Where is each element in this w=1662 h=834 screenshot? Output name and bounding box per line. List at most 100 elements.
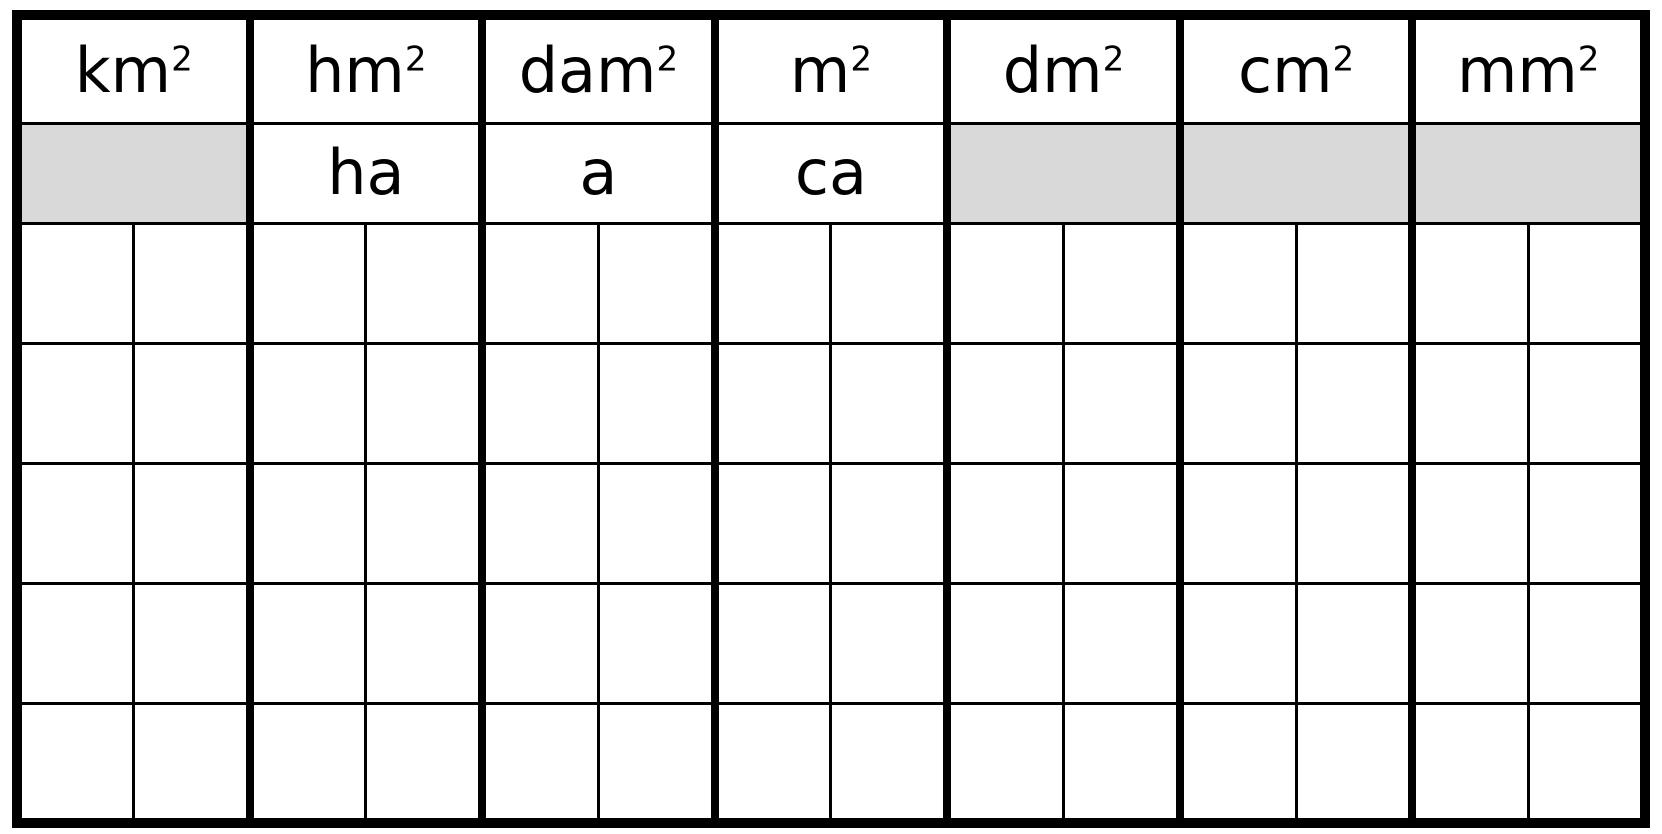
digit-cell[interactable] — [1412, 703, 1528, 823]
unit-base-label: dm — [1003, 34, 1103, 107]
digit-cell[interactable] — [831, 583, 947, 703]
unit-exponent: 2 — [850, 39, 872, 79]
unit-exponent: 2 — [1578, 39, 1600, 79]
unit-exponent: 2 — [1103, 39, 1125, 79]
digit-cell[interactable] — [1412, 343, 1528, 463]
agrarian-label: ca — [795, 136, 867, 209]
digit-cell[interactable] — [1296, 703, 1412, 823]
digit-cell[interactable] — [1529, 703, 1645, 823]
digit-cell[interactable] — [1180, 223, 1296, 343]
digit-cell[interactable] — [250, 343, 366, 463]
digit-cell[interactable] — [482, 463, 598, 583]
digit-cell[interactable] — [831, 343, 947, 463]
digit-cell[interactable] — [1064, 343, 1180, 463]
digit-cell[interactable] — [715, 463, 831, 583]
digit-cell[interactable] — [947, 583, 1063, 703]
unit-header-mm2: mm2 — [1412, 15, 1645, 123]
digit-cell[interactable] — [366, 583, 482, 703]
digit-cell[interactable] — [1064, 583, 1180, 703]
digit-cell[interactable] — [482, 583, 598, 703]
digit-cell[interactable] — [598, 463, 714, 583]
unit-exponent: 2 — [171, 39, 193, 79]
unit-header-hm2: hm2 — [250, 15, 483, 123]
digit-cell[interactable] — [17, 343, 133, 463]
digit-cell[interactable] — [1296, 343, 1412, 463]
digit-cell[interactable] — [17, 223, 133, 343]
digit-cell[interactable] — [1529, 583, 1645, 703]
digit-cell[interactable] — [831, 703, 947, 823]
area-units-table: km2hm2dam2m2dm2cm2mm2haaca — [12, 10, 1650, 828]
unit-base-label: mm — [1457, 34, 1578, 107]
digit-cell[interactable] — [250, 463, 366, 583]
digit-cell[interactable] — [598, 223, 714, 343]
digit-cell[interactable] — [250, 703, 366, 823]
digit-cell[interactable] — [947, 703, 1063, 823]
unit-base-label: cm — [1238, 34, 1332, 107]
digit-cell[interactable] — [1180, 463, 1296, 583]
digit-cell[interactable] — [715, 223, 831, 343]
digit-cell[interactable] — [17, 583, 133, 703]
digit-cell[interactable] — [17, 463, 133, 583]
digit-cell[interactable] — [1529, 223, 1645, 343]
table-row — [17, 703, 1645, 823]
digit-cell[interactable] — [1296, 463, 1412, 583]
digit-cell[interactable] — [482, 223, 598, 343]
agrarian-label: ha — [327, 136, 404, 209]
digit-cell[interactable] — [598, 583, 714, 703]
agrarian-header-mm2 — [1412, 123, 1645, 223]
agrarian-header-hm2: ha — [250, 123, 483, 223]
digit-cell[interactable] — [947, 343, 1063, 463]
header-row-units: km2hm2dam2m2dm2cm2mm2 — [17, 15, 1645, 123]
digit-cell[interactable] — [17, 703, 133, 823]
digit-cell[interactable] — [1180, 703, 1296, 823]
unit-header-m2: m2 — [715, 15, 948, 123]
digit-cell[interactable] — [133, 343, 249, 463]
digit-cell[interactable] — [1180, 343, 1296, 463]
unit-base-label: m — [790, 34, 850, 107]
agrarian-header-dm2 — [947, 123, 1180, 223]
digit-cell[interactable] — [598, 343, 714, 463]
digit-cell[interactable] — [133, 463, 249, 583]
digit-cell[interactable] — [715, 703, 831, 823]
digit-cell[interactable] — [947, 463, 1063, 583]
digit-cell[interactable] — [1064, 703, 1180, 823]
table-row — [17, 463, 1645, 583]
digit-cell[interactable] — [715, 343, 831, 463]
table-row — [17, 343, 1645, 463]
digit-cell[interactable] — [1529, 463, 1645, 583]
digit-cell[interactable] — [1296, 223, 1412, 343]
unit-header-cm2: cm2 — [1180, 15, 1413, 123]
digit-cell[interactable] — [947, 223, 1063, 343]
unit-base-label: hm — [305, 34, 405, 107]
digit-cell[interactable] — [1064, 463, 1180, 583]
agrarian-header-cm2 — [1180, 123, 1413, 223]
digit-cell[interactable] — [598, 703, 714, 823]
digit-cell[interactable] — [133, 583, 249, 703]
digit-cell[interactable] — [482, 703, 598, 823]
digit-cell[interactable] — [133, 223, 249, 343]
digit-cell[interactable] — [250, 223, 366, 343]
unit-base-label: dam — [519, 34, 657, 107]
digit-cell[interactable] — [482, 343, 598, 463]
unit-base-label: km — [75, 34, 171, 107]
unit-exponent: 2 — [1332, 39, 1354, 79]
digit-cell[interactable] — [133, 703, 249, 823]
table-row — [17, 223, 1645, 343]
digit-cell[interactable] — [1412, 223, 1528, 343]
digit-cell[interactable] — [1529, 343, 1645, 463]
digit-cell[interactable] — [366, 703, 482, 823]
digit-cell[interactable] — [831, 223, 947, 343]
digit-cell[interactable] — [1180, 583, 1296, 703]
digit-cell[interactable] — [1296, 583, 1412, 703]
digit-cell[interactable] — [1412, 463, 1528, 583]
digit-cell[interactable] — [366, 223, 482, 343]
digit-cell[interactable] — [831, 463, 947, 583]
digit-cell[interactable] — [715, 583, 831, 703]
digit-cell[interactable] — [250, 583, 366, 703]
digit-cell[interactable] — [366, 343, 482, 463]
agrarian-header-m2: ca — [715, 123, 948, 223]
digit-cell[interactable] — [366, 463, 482, 583]
digit-cell[interactable] — [1064, 223, 1180, 343]
digit-cell[interactable] — [1412, 583, 1528, 703]
agrarian-label: a — [579, 136, 617, 209]
